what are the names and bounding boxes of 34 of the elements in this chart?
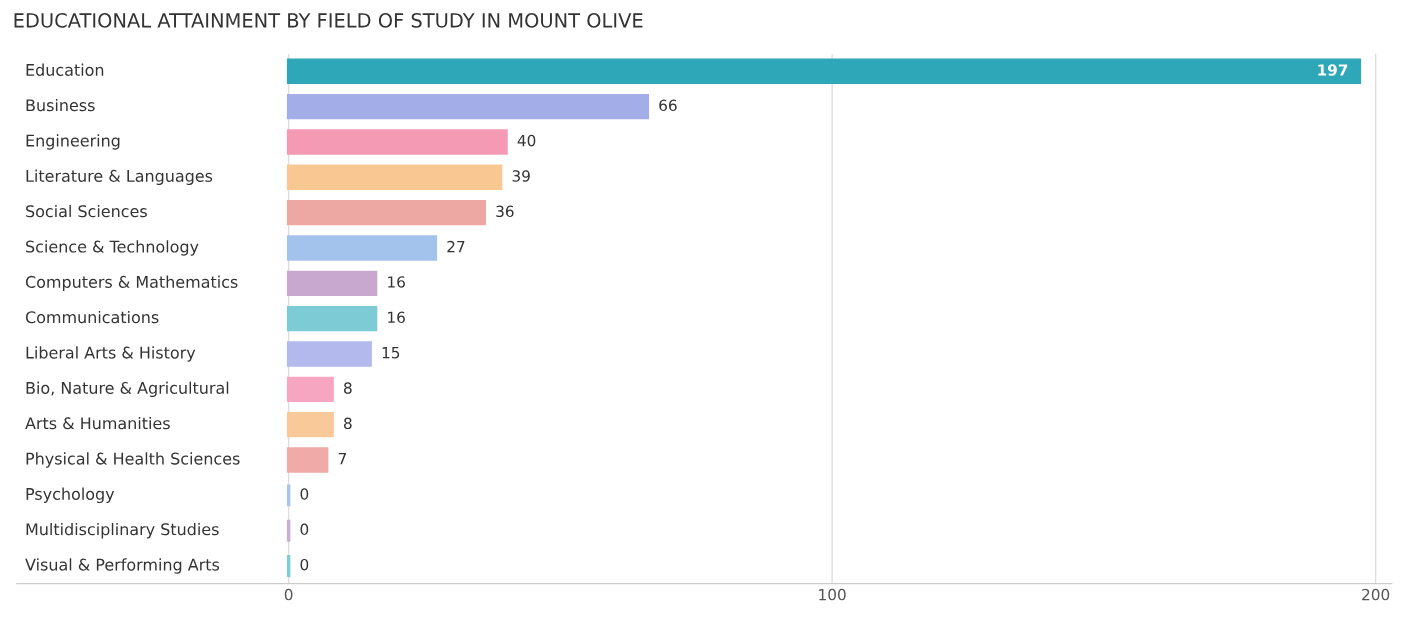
data-label: 39 (512, 170, 530, 182)
x-tick-label: 100 (819, 588, 846, 601)
x-tick-label: 200 (1362, 588, 1390, 601)
chart-title: EDUCATIONAL ATTAINMENT BY FIELD OF STUDY IN MOUNT OLIVE (14, 13, 643, 28)
data-label: 8 (344, 382, 352, 394)
y-tick-label: Physical & Health Sciences (26, 452, 240, 468)
y-tick-label: Computers & Mathematics (25, 275, 238, 292)
y-tick-label: Bio, Nature & Agricultural (26, 381, 229, 398)
y-tick-label: Arts & Humanities (25, 416, 170, 430)
data-label: 36 (496, 205, 514, 218)
data-label: 27 (447, 240, 465, 253)
data-label: 0 (300, 523, 309, 536)
data-label: 16 (388, 311, 405, 324)
y-tick-label: Communications (25, 310, 159, 324)
data-label: 7 (338, 453, 346, 465)
y-tick-label: Multidisciplinary Studies (26, 522, 219, 539)
y-tick-label: Education (26, 63, 104, 76)
data-label: 40 (517, 134, 536, 147)
data-label: 66 (659, 99, 677, 112)
y-tick-label: Science & Technology (26, 240, 199, 256)
y-tick-label: Liberal Arts & History (26, 346, 196, 362)
y-tick-label: Psychology (26, 487, 115, 504)
x-tick-label: 0 (284, 588, 293, 601)
data-label: 16 (388, 276, 405, 288)
y-tick-label: Business (26, 98, 95, 112)
y-tick-label: Social Sciences (26, 204, 147, 218)
y-tick-label: Visual & Performing Arts (25, 558, 220, 574)
data-label: 0 (300, 558, 309, 571)
y-tick-label: Engineering (26, 134, 120, 150)
data-label: 15 (382, 347, 400, 359)
data-label: 8 (344, 417, 352, 430)
data-label: 0 (300, 488, 309, 500)
y-tick-label: Literature & Languages (26, 169, 213, 186)
data-label: 197 (1318, 64, 1348, 76)
